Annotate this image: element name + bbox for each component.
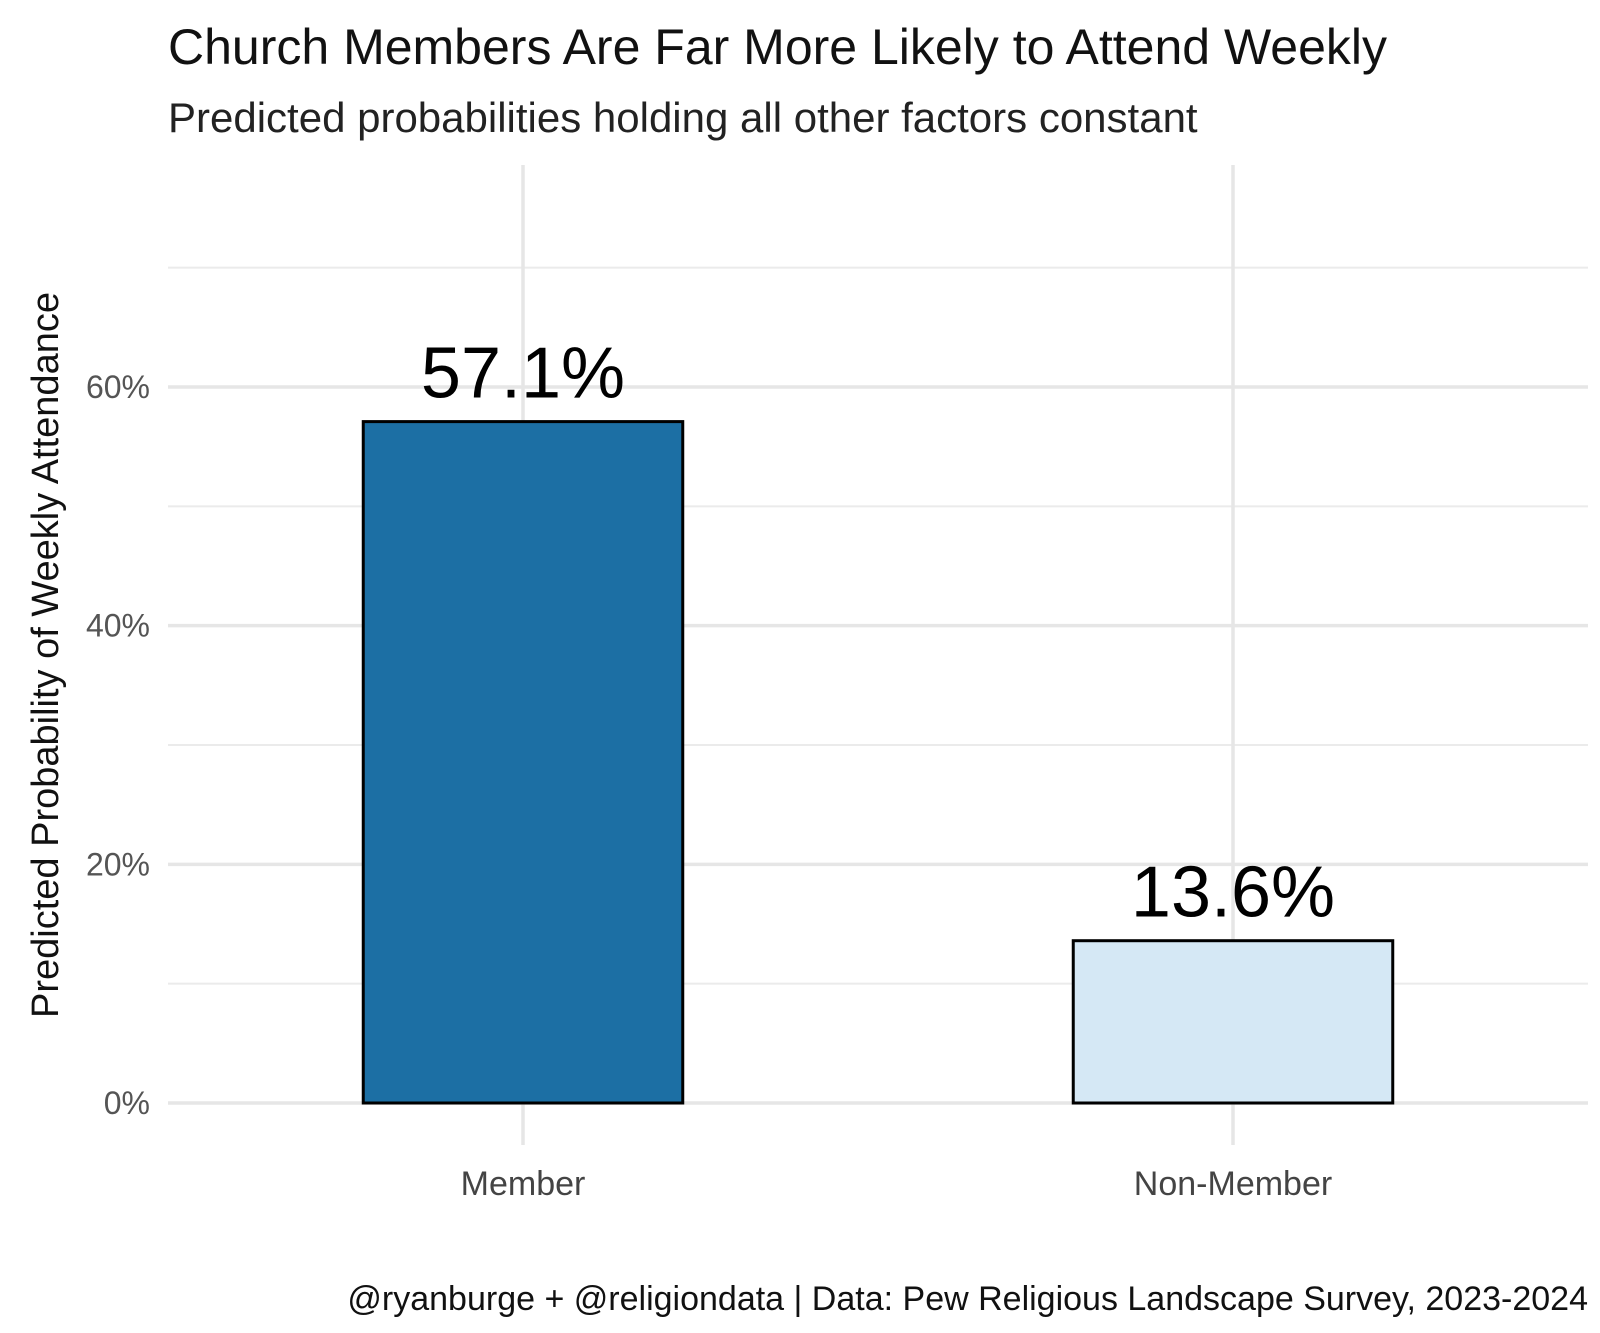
chart-title: Church Members Are Far More Likely to At… [168, 19, 1387, 75]
x-tick-label: Non-Member [1134, 1165, 1332, 1203]
bar-value-label: 57.1% [421, 334, 625, 414]
labels: 0% 20% 40% 60% 57.1% Member 13.6% Non-Member [86, 334, 1335, 1203]
y-tick-label: 20% [86, 846, 150, 882]
bar-non-member [1071, 939, 1395, 1105]
bar-member [361, 420, 685, 1105]
chart-caption: @ryanburge + @religiondata | Data: Pew R… [347, 1280, 1588, 1318]
y-tick-label: 60% [86, 369, 150, 405]
chart-subtitle: Predicted probabilities holding all othe… [168, 94, 1198, 141]
y-tick-label: 40% [86, 608, 150, 644]
y-axis-title: Predicted Probability of Weekly Attendan… [25, 292, 67, 1018]
bars [361, 420, 1395, 1105]
y-tick-label: 0% [104, 1085, 150, 1121]
x-tick-label: Member [461, 1165, 586, 1203]
bar-value-label: 13.6% [1131, 853, 1335, 933]
